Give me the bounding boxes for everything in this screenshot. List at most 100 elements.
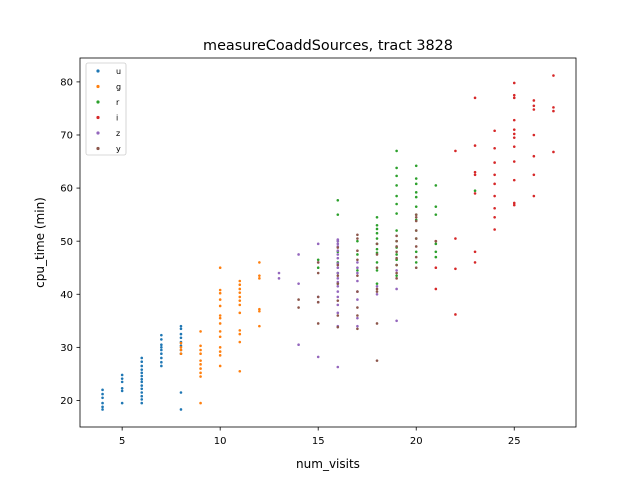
legend-marker bbox=[96, 100, 100, 104]
legend-marker bbox=[96, 84, 100, 89]
point-y bbox=[336, 263, 340, 267]
point-z bbox=[336, 266, 340, 270]
point-i bbox=[493, 182, 496, 186]
point-y bbox=[336, 325, 340, 329]
point-y bbox=[395, 239, 398, 243]
point-g bbox=[238, 329, 242, 332]
point-y bbox=[336, 314, 340, 317]
point-r bbox=[414, 191, 418, 194]
point-i bbox=[552, 74, 555, 77]
point-r bbox=[356, 239, 359, 243]
point-u bbox=[140, 368, 144, 371]
point-u bbox=[179, 324, 183, 328]
point-g bbox=[199, 371, 202, 375]
point-y bbox=[395, 271, 398, 275]
point-i bbox=[512, 178, 516, 182]
point-y bbox=[356, 290, 359, 293]
y-tick-label: 30 bbox=[60, 343, 73, 354]
point-i bbox=[552, 150, 555, 154]
point-g bbox=[199, 363, 202, 366]
point-y bbox=[316, 261, 320, 264]
point-i bbox=[512, 81, 516, 85]
point-r bbox=[395, 274, 398, 277]
point-u bbox=[140, 374, 144, 378]
point-i bbox=[532, 104, 536, 108]
point-g bbox=[258, 324, 261, 328]
legend-item-i: i bbox=[96, 114, 118, 123]
point-i bbox=[532, 194, 536, 198]
point-i bbox=[552, 106, 555, 109]
data-points bbox=[101, 74, 555, 411]
point-r bbox=[395, 184, 398, 187]
point-y bbox=[356, 258, 359, 262]
legend-marker bbox=[96, 131, 100, 135]
point-z bbox=[395, 269, 398, 272]
point-u bbox=[140, 387, 144, 391]
point-z bbox=[336, 253, 340, 256]
point-g bbox=[218, 322, 222, 325]
y-tick-label: 50 bbox=[60, 237, 73, 248]
point-y bbox=[395, 277, 398, 280]
point-i bbox=[473, 144, 477, 147]
legend-item-u: u bbox=[96, 67, 121, 76]
point-u bbox=[160, 356, 163, 360]
point-z bbox=[356, 279, 359, 283]
point-g bbox=[238, 340, 242, 344]
point-r bbox=[414, 177, 418, 180]
point-y bbox=[316, 295, 320, 299]
point-r bbox=[395, 194, 398, 198]
point-g bbox=[258, 274, 261, 277]
point-y bbox=[414, 229, 418, 232]
point-u bbox=[140, 356, 144, 360]
point-i bbox=[473, 170, 477, 174]
point-u bbox=[101, 388, 104, 392]
point-g bbox=[238, 283, 242, 287]
point-z bbox=[356, 266, 359, 270]
point-y bbox=[375, 322, 379, 325]
point-z bbox=[336, 295, 340, 299]
point-g bbox=[199, 344, 202, 348]
point-i bbox=[512, 128, 516, 131]
point-r bbox=[414, 261, 418, 264]
point-g bbox=[238, 279, 242, 283]
point-z bbox=[297, 253, 300, 256]
point-g bbox=[179, 346, 183, 349]
point-r bbox=[356, 269, 359, 272]
point-z bbox=[336, 256, 340, 260]
point-g bbox=[258, 307, 261, 311]
legend-label: y bbox=[116, 145, 121, 154]
x-tick-label: 25 bbox=[508, 436, 521, 447]
point-y bbox=[316, 271, 320, 275]
point-z bbox=[356, 316, 359, 320]
point-r bbox=[395, 174, 398, 178]
point-r bbox=[375, 237, 379, 240]
point-i bbox=[532, 99, 536, 102]
series-u bbox=[101, 324, 183, 411]
series-i bbox=[434, 74, 555, 316]
point-z bbox=[336, 290, 340, 293]
point-i bbox=[473, 173, 477, 177]
point-r bbox=[375, 223, 379, 227]
point-y bbox=[395, 250, 398, 254]
point-r bbox=[316, 258, 320, 262]
point-z bbox=[336, 285, 340, 288]
point-u bbox=[140, 401, 144, 405]
point-i bbox=[493, 215, 496, 219]
point-u bbox=[120, 401, 124, 405]
point-y bbox=[414, 215, 418, 219]
point-g bbox=[238, 311, 242, 315]
point-u bbox=[160, 333, 163, 337]
legend-label: g bbox=[116, 83, 121, 92]
point-r bbox=[395, 149, 398, 153]
point-u bbox=[140, 364, 144, 368]
point-u bbox=[140, 371, 144, 375]
point-y bbox=[375, 266, 379, 270]
point-g bbox=[238, 332, 242, 336]
point-g bbox=[238, 299, 242, 302]
legend-item-g: g bbox=[96, 83, 121, 92]
point-y bbox=[414, 266, 418, 270]
point-g bbox=[258, 261, 261, 264]
point-z bbox=[395, 319, 398, 323]
point-u bbox=[140, 360, 144, 363]
